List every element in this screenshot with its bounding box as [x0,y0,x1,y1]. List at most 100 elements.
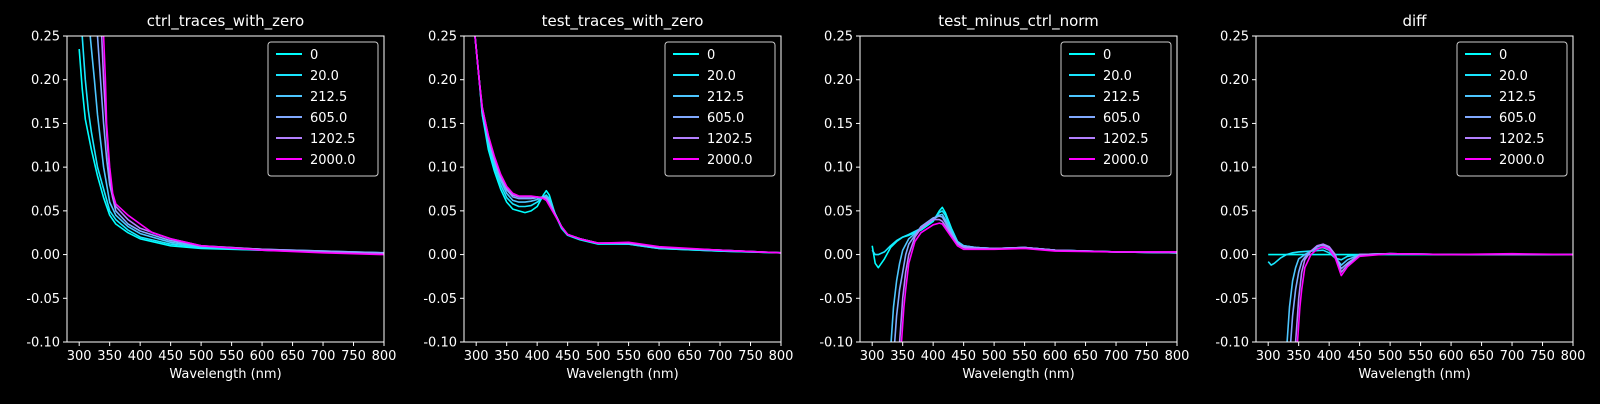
legend-entry: 1202.5 [310,132,356,147]
y-tick-label: 0.15 [31,117,60,132]
y-tick-label: 0.10 [1220,161,1249,176]
x-tick-label: 700 [1500,349,1525,364]
series-line-6 [900,222,1177,342]
legend-entry: 20.0 [707,69,736,84]
y-tick-label: 0.00 [1220,248,1249,263]
y-tick-label: 0.05 [31,204,60,219]
series-line-6 [102,36,384,256]
y-tick-label: -0.05 [1215,292,1249,307]
chart-title: test_minus_ctrl_norm [938,12,1099,31]
legend-entry: 2000.0 [707,153,753,168]
plot-frame [463,35,782,343]
legend-entry: 605.0 [310,111,347,126]
y-tick-label: 0.25 [31,30,60,45]
y-tick-label: 0.25 [1220,30,1249,45]
y-tick-label: 0.25 [824,30,853,45]
legend-entry: 0 [1499,48,1507,63]
chart-panel-2: test_traces_with_zero -0.10 -0.05 0.00 0.05 0… [423,12,793,382]
plot-frame [859,35,1178,343]
legend-entry: 20.0 [310,69,339,84]
legend-entry: 212.5 [1499,90,1536,105]
y-tick-label: 0.00 [824,248,853,263]
legend-entry: 212.5 [707,90,744,105]
series-line-3 [890,213,1177,342]
x-tick-label: 700 [1104,349,1129,364]
legend-entry: 212.5 [1103,90,1140,105]
chart-title: ctrl_traces_with_zero [147,12,304,31]
x-tick-label: 800 [1165,349,1190,364]
y-tick-label: 0.15 [824,117,853,132]
series-line-5 [1294,243,1573,342]
x-tick-label: 550 [219,349,244,364]
x-tick-label: 750 [1134,349,1159,364]
legend-entry: 1202.5 [1499,132,1545,147]
x-tick-label: 550 [616,349,641,364]
legend-entry: 0 [310,48,318,63]
x-tick-label: 300 [67,349,92,364]
plot-frame [1255,35,1574,343]
chart-panel-3: test_minus_ctrl_norm -0.10 -0.05 0.00 0.05 0.… [819,12,1189,382]
legend-entry: 212.5 [310,90,347,105]
y-tick-label: 0.05 [824,204,853,219]
legend-entry: 2000.0 [310,153,356,168]
chart-title: diff [1402,12,1427,30]
x-tick-label: 350 [1286,349,1311,364]
x-tick-label: 650 [1469,349,1494,364]
x-tick-label: 700 [311,349,336,364]
legend-entry: 0 [1103,48,1111,63]
x-tick-label: 600 [647,349,672,364]
x-tick-label: 350 [890,349,915,364]
x-tick-label: 600 [1439,349,1464,364]
x-tick-label: 800 [1561,349,1586,364]
y-tick-label: 0.25 [428,30,457,45]
x-tick-label: 500 [586,349,611,364]
legend-entry: 1202.5 [707,132,753,147]
series-line-5 [898,218,1177,342]
legend-entry: 2000.0 [1103,153,1149,168]
legend-entry: 20.0 [1103,69,1132,84]
series-line-3 [1286,246,1573,342]
series-line-6 [474,36,781,254]
x-axis-label: Wavelength (nm) [566,367,678,382]
x-tick-label: 650 [677,349,702,364]
x-tick-label: 500 [189,349,214,364]
x-tick-label: 550 [1408,349,1433,364]
x-tick-label: 300 [1256,349,1281,364]
legend-entry: 605.0 [1499,111,1536,126]
y-tick-label: 0.05 [428,204,457,219]
x-tick-label: 700 [708,349,733,364]
y-tick-label: -0.05 [423,292,457,307]
x-axis-label: Wavelength (nm) [169,367,281,382]
x-tick-label: 300 [464,349,489,364]
x-tick-label: 600 [250,349,275,364]
y-tick-label: 0.10 [31,161,60,176]
series-line-6 [1296,245,1573,342]
plot-frame [66,35,385,343]
series-group [1267,243,1573,342]
y-tick-label: -0.10 [26,336,60,351]
y-tick-label: 0.15 [428,117,457,132]
legend: 0 20.0 212.5 605.0 1202.5 2000.0 [1456,41,1568,177]
y-tick-label: 0.20 [31,73,60,88]
x-tick-label: 450 [555,349,580,364]
x-tick-label: 500 [982,349,1007,364]
legend: 0 20.0 212.5 605.0 1202.5 2000.0 [664,41,776,177]
series-line-4 [1289,244,1573,342]
legend-entry: 0 [707,48,715,63]
y-tick-label: 0.10 [428,161,457,176]
x-tick-label: 800 [769,349,794,364]
x-tick-label: 750 [341,349,366,364]
x-axis-label: Wavelength (nm) [1358,367,1470,382]
chart-title: test_traces_with_zero [542,12,704,31]
y-tick-label: -0.10 [819,336,853,351]
legend-entry: 605.0 [707,111,744,126]
y-tick-label: 0.20 [428,73,457,88]
x-tick-label: 400 [921,349,946,364]
x-tick-label: 300 [860,349,885,364]
y-tick-label: -0.05 [26,292,60,307]
legend-entry: 1202.5 [1103,132,1149,147]
legend: 0 20.0 212.5 605.0 1202.5 2000.0 [1060,41,1172,177]
y-tick-label: 0.00 [31,248,60,263]
x-tick-label: 550 [1012,349,1037,364]
series-line-4 [893,215,1177,342]
